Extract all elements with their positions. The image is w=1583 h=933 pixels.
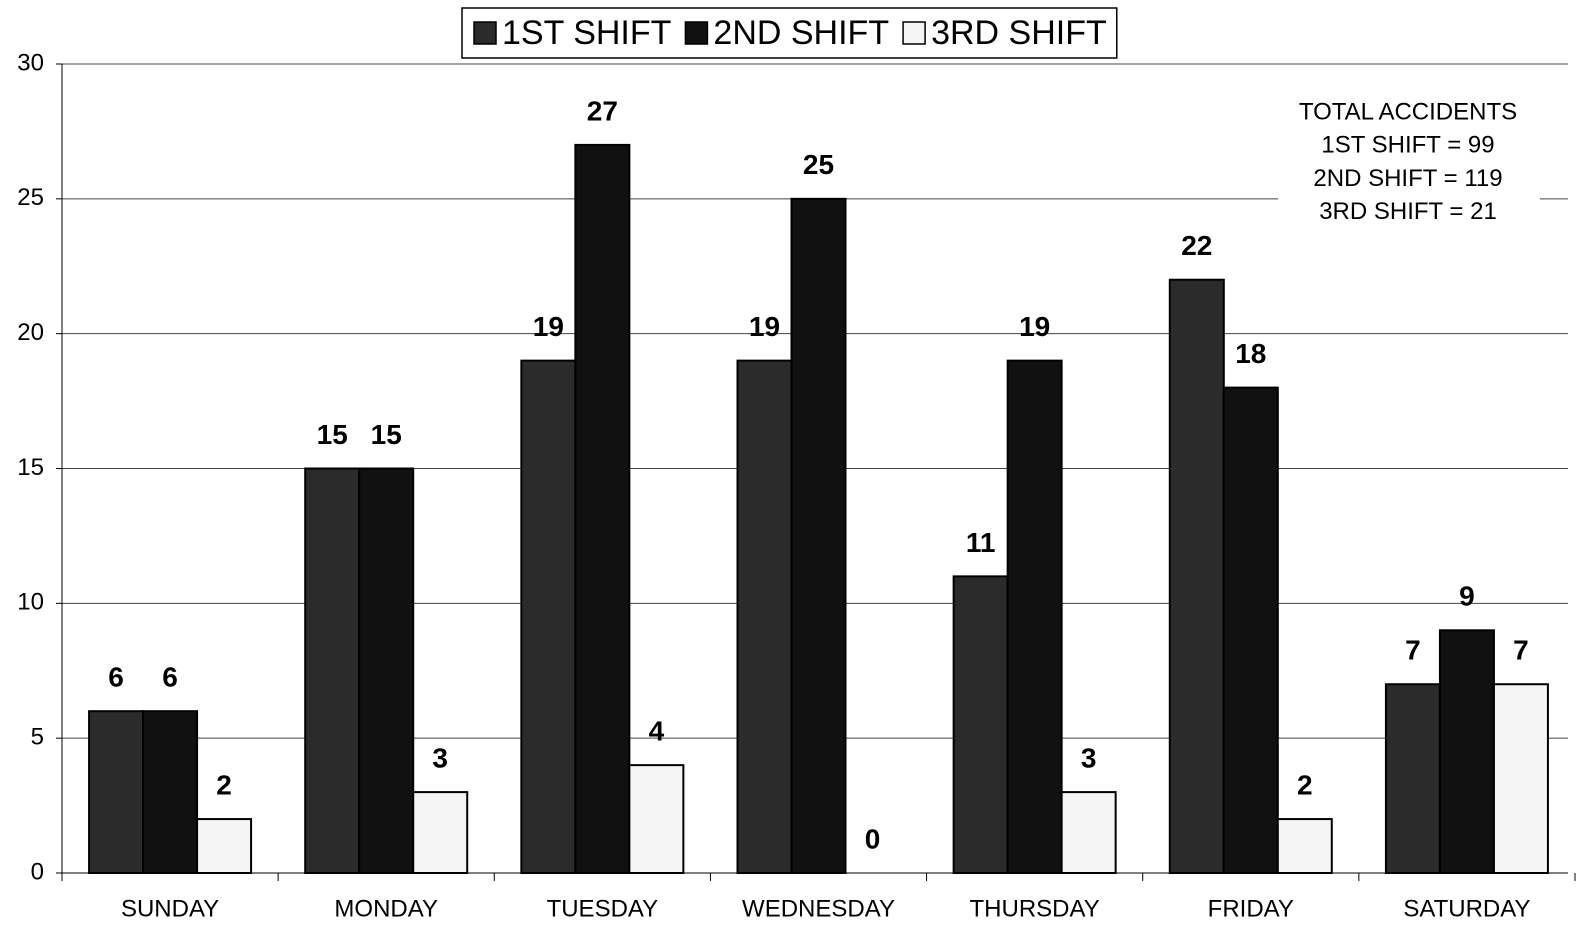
data-label: 25	[803, 149, 834, 180]
data-label: 7	[1405, 635, 1421, 666]
bar	[628, 764, 685, 875]
data-label: 18	[1235, 338, 1266, 369]
data-label: 19	[1019, 311, 1050, 342]
legend-swatch	[684, 21, 709, 45]
data-label: 4	[649, 716, 665, 747]
data-label: 15	[317, 419, 348, 450]
bar	[1168, 278, 1225, 874]
annotation: TOTAL ACCIDENTS	[1299, 98, 1517, 125]
bar	[1438, 629, 1495, 874]
data-label: 27	[587, 95, 618, 126]
legend-label: 1ST SHIFT	[502, 14, 671, 52]
legend-label: 3RD SHIFT	[931, 14, 1107, 52]
x-tick-label: SATURDAY	[1403, 895, 1530, 922]
bar	[1006, 359, 1063, 874]
x-tick-label: WEDNESDAY	[742, 895, 895, 922]
x-tick-label: MONDAY	[334, 895, 438, 922]
data-label: 2	[1297, 769, 1313, 800]
bar	[574, 143, 631, 874]
data-label: 19	[533, 311, 564, 342]
y-tick-label: 15	[17, 454, 44, 481]
data-label: 3	[1081, 742, 1097, 773]
data-label: 7	[1513, 635, 1529, 666]
y-tick-label: 10	[17, 589, 44, 616]
bar	[1276, 818, 1333, 874]
data-label: 15	[371, 419, 402, 450]
data-label: 11	[966, 527, 996, 558]
bar	[142, 710, 199, 875]
data-label: 6	[162, 662, 178, 693]
y-tick-label: 30	[17, 49, 44, 76]
bar	[412, 791, 469, 874]
x-tick-label: SUNDAY	[121, 895, 219, 922]
bar	[196, 818, 253, 874]
bar	[790, 197, 847, 875]
legend-box	[461, 7, 1118, 59]
bar	[1492, 683, 1549, 874]
annotation: 3RD SHIFT = 21	[1319, 198, 1497, 225]
y-tick-label: 25	[17, 184, 44, 211]
data-label: 22	[1181, 230, 1212, 261]
data-label: 2	[216, 769, 232, 800]
bar	[736, 359, 793, 874]
data-label: 9	[1459, 581, 1475, 612]
y-tick-label: 5	[31, 724, 44, 751]
annotation: 2ND SHIFT = 119	[1313, 165, 1502, 192]
legend-swatch	[902, 21, 926, 45]
bar	[952, 575, 1009, 874]
bar	[358, 467, 415, 874]
bar	[1060, 791, 1117, 874]
data-label: 3	[432, 742, 448, 773]
y-tick-label: 0	[31, 858, 44, 885]
bar	[88, 710, 145, 875]
annotation-bg	[1278, 94, 1540, 232]
x-tick-label: FRIDAY	[1208, 895, 1294, 922]
data-label: 6	[108, 662, 124, 693]
bar	[304, 467, 361, 874]
x-tick-label: TUESDAY	[547, 895, 659, 922]
bar	[520, 359, 577, 874]
annotation: 1ST SHIFT = 99	[1321, 132, 1494, 159]
y-tick-label: 20	[17, 319, 44, 346]
data-label: 19	[749, 311, 780, 342]
bar	[1384, 683, 1441, 874]
x-tick-label: THURSDAY	[970, 895, 1100, 922]
legend-swatch	[473, 21, 497, 45]
bar	[1222, 386, 1279, 874]
data-label: 0	[865, 823, 881, 854]
legend-label: 2ND SHIFT	[713, 14, 889, 52]
